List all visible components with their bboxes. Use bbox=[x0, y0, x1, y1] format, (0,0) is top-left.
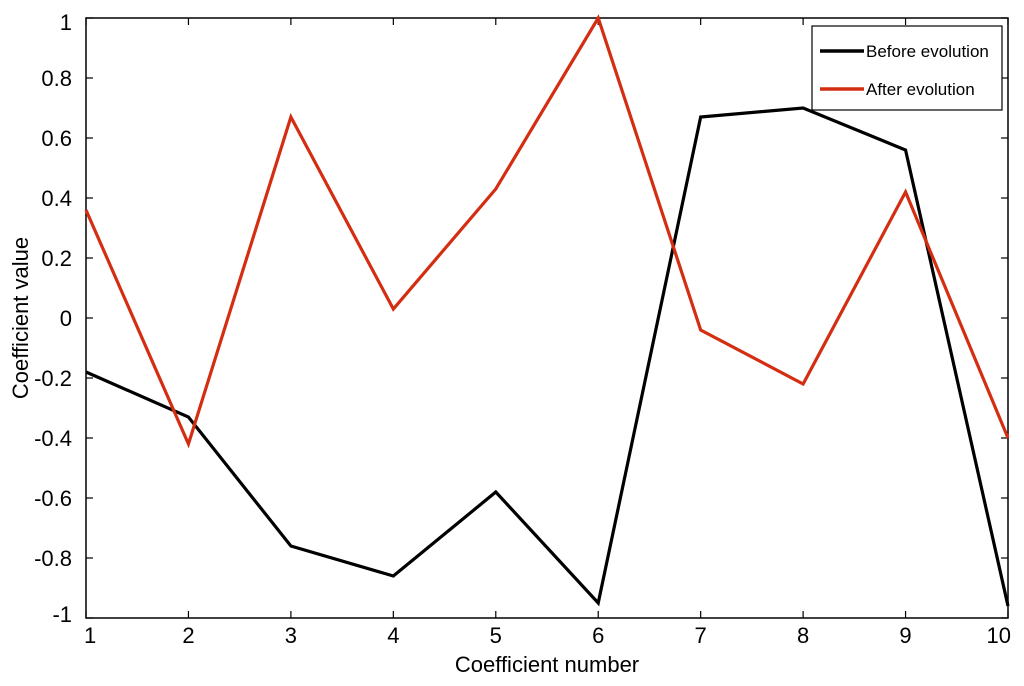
x-tick-label: 1 bbox=[84, 623, 96, 648]
x-axis-tick-labels: 1 2 3 4 5 6 7 8 9 10 bbox=[84, 623, 1011, 648]
legend-label-after-evolution: After evolution bbox=[866, 80, 975, 99]
series-lines bbox=[84, 14, 1010, 607]
x-tick-label: 10 bbox=[987, 623, 1011, 648]
y-tick-label: 1 bbox=[60, 10, 72, 35]
x-axis-label: Coefficient number bbox=[455, 652, 639, 677]
x-tick-label: 9 bbox=[899, 623, 911, 648]
legend: Before evolution After evolution bbox=[811, 25, 1003, 111]
series-line-after-evolution bbox=[84, 14, 1010, 449]
y-tick-label: -0.2 bbox=[34, 366, 72, 391]
series-line-before-evolution bbox=[85, 106, 1010, 607]
y-tick-label: 0.6 bbox=[41, 126, 72, 151]
y-tick-label: 0.4 bbox=[41, 186, 72, 211]
x-tick-label: 6 bbox=[592, 623, 604, 648]
y-tick-label: 0.2 bbox=[41, 246, 72, 271]
y-axis-tick-labels: -1 -0.8 -0.6 -0.4 -0.2 0 0.2 0.4 0.6 0.8 1 bbox=[34, 10, 72, 627]
y-axis-label: Coefficient value bbox=[8, 237, 33, 399]
x-tick-label: 2 bbox=[182, 623, 194, 648]
legend-label-before-evolution: Before evolution bbox=[866, 42, 989, 61]
x-tick-label: 7 bbox=[695, 623, 707, 648]
x-tick-label: 5 bbox=[490, 623, 502, 648]
y-tick-label: 0 bbox=[60, 306, 72, 331]
x-tick-label: 3 bbox=[285, 623, 297, 648]
x-tick-label: 8 bbox=[797, 623, 809, 648]
y-tick-label: -0.4 bbox=[34, 426, 72, 451]
y-tick-label: -0.6 bbox=[34, 486, 72, 511]
y-tick-label: 0.8 bbox=[41, 66, 72, 91]
legend-box bbox=[811, 25, 1003, 111]
x-tick-label: 4 bbox=[387, 623, 399, 648]
y-tick-label: -0.8 bbox=[34, 546, 72, 571]
y-tick-label: -1 bbox=[52, 602, 72, 627]
